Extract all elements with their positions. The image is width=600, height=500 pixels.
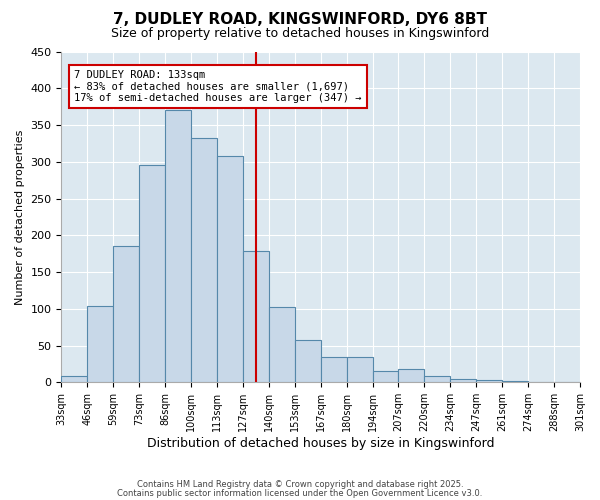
Bar xyxy=(165,110,191,382)
Text: Contains HM Land Registry data © Crown copyright and database right 2025.: Contains HM Land Registry data © Crown c… xyxy=(137,480,463,489)
Bar xyxy=(269,306,295,382)
Bar xyxy=(321,356,347,382)
Bar xyxy=(295,340,321,382)
Text: 7, DUDLEY ROAD, KINGSWINFORD, DY6 8BT: 7, DUDLEY ROAD, KINGSWINFORD, DY6 8BT xyxy=(113,12,487,28)
Bar xyxy=(191,138,217,382)
Bar xyxy=(139,166,165,382)
Bar xyxy=(476,380,502,382)
Bar xyxy=(502,381,528,382)
Bar xyxy=(243,252,269,382)
Text: Contains public sector information licensed under the Open Government Licence v3: Contains public sector information licen… xyxy=(118,488,482,498)
Y-axis label: Number of detached properties: Number of detached properties xyxy=(15,129,25,304)
X-axis label: Distribution of detached houses by size in Kingswinford: Distribution of detached houses by size … xyxy=(147,437,494,450)
Bar xyxy=(347,356,373,382)
Bar xyxy=(373,372,398,382)
Text: Size of property relative to detached houses in Kingswinford: Size of property relative to detached ho… xyxy=(111,28,489,40)
Bar xyxy=(451,378,476,382)
Bar xyxy=(217,156,243,382)
Bar xyxy=(113,246,139,382)
Bar xyxy=(88,306,113,382)
Bar xyxy=(424,376,451,382)
Bar xyxy=(398,369,424,382)
Bar xyxy=(61,376,88,382)
Text: 7 DUDLEY ROAD: 133sqm
← 83% of detached houses are smaller (1,697)
17% of semi-d: 7 DUDLEY ROAD: 133sqm ← 83% of detached … xyxy=(74,70,362,103)
